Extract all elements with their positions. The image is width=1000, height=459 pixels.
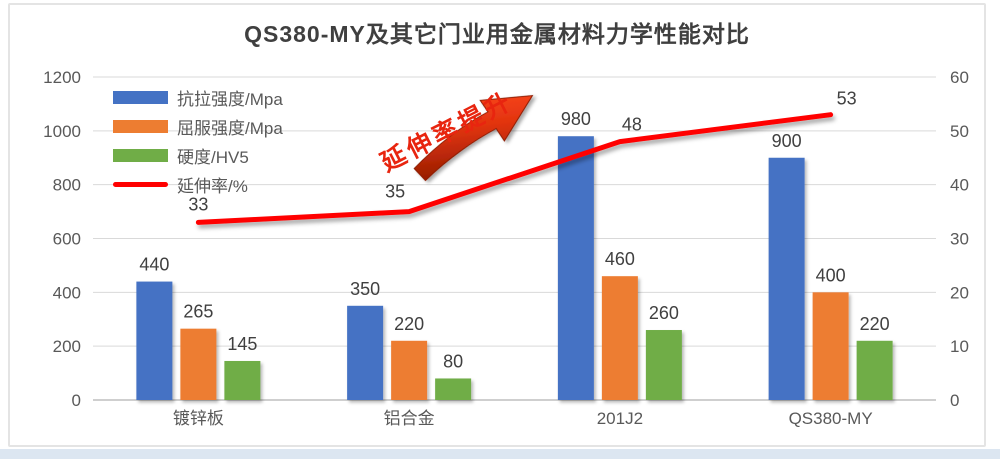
category-label: QS380-MY — [789, 409, 873, 428]
right-axis-tick-label: 20 — [950, 283, 969, 302]
bar — [557, 136, 594, 400]
bar-value-label: 260 — [649, 303, 679, 323]
bar-value-label: 400 — [816, 265, 846, 285]
legend-item: 屈服强度/Mpa — [113, 112, 283, 141]
category-label: 镀锌板 — [173, 409, 224, 428]
bar — [645, 330, 682, 400]
line-value-label: 53 — [837, 89, 857, 109]
bar — [812, 292, 849, 400]
chart-frame: 0 200 400 600 800 1000 1200 0 10 20 30 40 50 60 镀锌板 铝合金… — [8, 3, 986, 447]
legend-label: 延伸率/% — [177, 177, 248, 196]
chart-legend: 抗拉强度/Mpa 屈服强度/Mpa 硬度/HV5 延伸率/% — [113, 83, 283, 199]
bar — [435, 378, 472, 400]
bottom-strip — [0, 449, 1000, 459]
bar-value-label: 80 — [443, 351, 463, 371]
legend-item: 延伸率/% — [113, 170, 283, 199]
legend-swatch-line — [113, 182, 168, 187]
bar-value-label: 220 — [860, 314, 890, 334]
left-axis-tick-label: 400 — [53, 283, 81, 302]
line-value-label: 35 — [385, 182, 405, 202]
left-axis-tick-label: 600 — [53, 230, 81, 249]
left-axis-tick-label: 200 — [53, 337, 81, 356]
bar — [347, 305, 384, 400]
legend-swatch-bar — [113, 91, 168, 104]
legend-swatch-bar — [113, 120, 168, 133]
chart-plot-area: 0 200 400 600 800 1000 1200 0 10 20 30 40 50 60 镀锌板 铝合金… — [43, 68, 969, 428]
bar-value-label: 440 — [139, 255, 169, 275]
legend-item: 抗拉强度/Mpa — [113, 83, 283, 112]
left-axis-tick-label: 0 — [72, 391, 81, 410]
left-axis-tick-label: 1200 — [43, 68, 81, 87]
bar-value-label: 980 — [561, 109, 591, 129]
bar-value-label: 460 — [605, 249, 635, 269]
category-label: 201J2 — [597, 409, 643, 428]
legend-swatch-bar — [113, 149, 168, 162]
bar — [768, 157, 805, 400]
bar — [601, 276, 638, 400]
legend-label: 抗拉强度/Mpa — [177, 90, 283, 109]
elongation-trend-line — [195, 112, 834, 225]
legend-label: 屈服强度/Mpa — [177, 119, 283, 138]
bar-value-label: 900 — [772, 131, 802, 151]
bar — [136, 281, 173, 400]
right-axis-tick-label: 0 — [950, 391, 959, 410]
chart-title: QS380-MY及其它门业用金属材料力学性能对比 — [244, 21, 750, 47]
trend-arrow-shape — [413, 95, 534, 182]
bar-value-label: 350 — [350, 279, 380, 299]
legend-label: 硬度/HV5 — [177, 148, 249, 167]
legend-item: 硬度/HV5 — [113, 141, 283, 170]
line-value-label: 48 — [622, 115, 642, 135]
left-axis-tick-label: 800 — [53, 176, 81, 195]
bar — [856, 340, 893, 400]
left-axis-tick-label: 1000 — [43, 122, 81, 141]
right-axis-tick-label: 60 — [950, 68, 969, 87]
bar-value-label: 145 — [227, 334, 257, 354]
bar — [224, 360, 261, 400]
right-axis-tick-label: 30 — [950, 230, 969, 249]
right-axis-tick-label: 40 — [950, 176, 969, 195]
bar — [180, 328, 217, 400]
bar-value-label: 220 — [394, 314, 424, 334]
category-label: 铝合金 — [384, 409, 435, 428]
line-value-label: 33 — [188, 194, 208, 214]
bar-value-label: 265 — [183, 302, 213, 322]
trend-arrow-icon — [413, 95, 534, 182]
right-axis-tick-label: 50 — [950, 122, 969, 141]
bar — [391, 340, 428, 400]
right-axis-tick-label: 10 — [950, 337, 969, 356]
